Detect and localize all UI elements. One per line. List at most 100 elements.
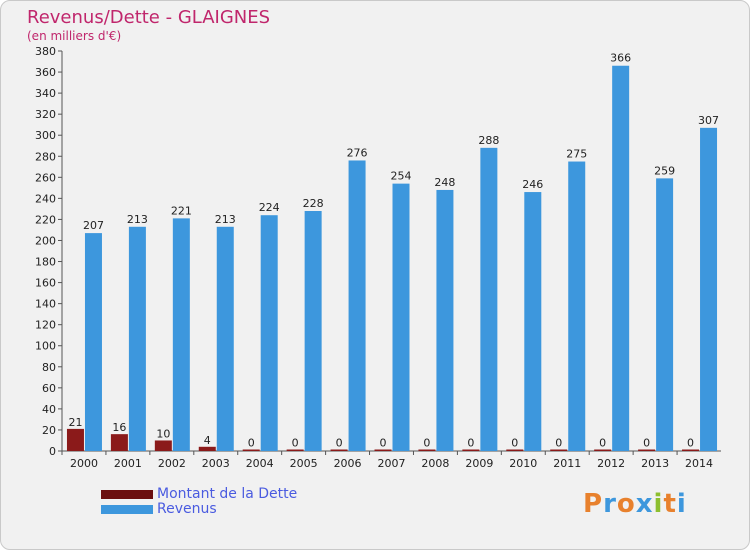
logo-letter: x <box>635 489 654 519</box>
x-tick-label: 2004 <box>246 457 274 470</box>
value-label-dette: 0 <box>423 437 430 450</box>
y-tick-label: 300 <box>35 129 56 142</box>
x-tick-label: 2010 <box>509 457 537 470</box>
bar-dette <box>286 449 304 451</box>
logo-letter: o <box>616 489 636 519</box>
value-label-revenus: 366 <box>610 52 631 65</box>
value-label-revenus: 224 <box>259 201 280 214</box>
y-tick-label: 320 <box>35 108 56 121</box>
y-tick-label: 40 <box>42 403 56 416</box>
y-tick-label: 220 <box>35 213 56 226</box>
bar-revenus <box>480 147 498 451</box>
bar-dette <box>198 446 216 451</box>
bar-revenus <box>612 65 630 451</box>
x-tick-label: 2008 <box>421 457 449 470</box>
bar-dette <box>110 434 128 451</box>
legend-label-revenus: Revenus <box>157 501 217 517</box>
value-label-revenus: 307 <box>698 114 719 127</box>
value-label-revenus: 276 <box>347 146 368 159</box>
bar-dette <box>682 449 700 451</box>
value-label-revenus: 259 <box>654 164 675 177</box>
bar-revenus <box>172 218 190 451</box>
logo-letter: r <box>603 489 617 519</box>
y-tick-label: 260 <box>35 171 56 184</box>
legend-item-revenus: Revenus <box>101 502 217 517</box>
bar-revenus <box>700 127 718 451</box>
bar-dette <box>462 449 480 451</box>
y-axis: 0 20 40 60 80 100 120 140 160 180 200 220 240 260 280 3… <box>35 45 63 458</box>
logo-letter: P <box>583 489 604 519</box>
bar-dette <box>66 428 84 451</box>
x-tick-label: 2014 <box>685 457 713 470</box>
bar-revenus <box>260 215 278 451</box>
bar-dette <box>242 449 260 451</box>
legend-swatch-revenus <box>101 505 153 514</box>
bar-dette <box>594 449 612 451</box>
logo-letter: i <box>676 489 687 519</box>
value-label-dette: 0 <box>599 437 606 450</box>
y-tick-label: 80 <box>42 361 56 374</box>
value-label-revenus: 221 <box>171 204 192 217</box>
bar-revenus <box>128 226 146 451</box>
value-label-revenus: 213 <box>127 213 148 226</box>
y-tick-label: 120 <box>35 319 56 332</box>
value-label-revenus: 213 <box>215 213 236 226</box>
x-tick-label: 2000 <box>70 457 98 470</box>
y-tick-label: 60 <box>42 382 56 395</box>
bars <box>66 65 718 452</box>
legend-label-dette: Montant de la Dette <box>157 486 298 502</box>
logo-letter: i <box>653 489 664 519</box>
bar-dette <box>550 449 568 451</box>
bar-revenus <box>304 211 322 451</box>
value-label-dette: 0 <box>336 437 343 450</box>
bar-revenus <box>568 161 586 452</box>
x-tick-label: 2001 <box>114 457 142 470</box>
bar-dette <box>638 449 656 451</box>
bar-revenus <box>216 226 234 451</box>
y-tick-label: 360 <box>35 66 56 79</box>
value-label-dette: 0 <box>643 437 650 450</box>
value-label-dette: 4 <box>204 434 211 447</box>
chart-subtitle: (en milliers d'€) <box>27 29 122 43</box>
value-label-revenus: 246 <box>522 178 543 191</box>
bar-revenus <box>524 192 542 452</box>
y-tick-label: 380 <box>35 45 56 58</box>
y-tick-label: 20 <box>42 424 56 437</box>
y-tick-label: 160 <box>35 277 56 290</box>
value-label-dette: 21 <box>68 416 82 429</box>
y-tick-label: 240 <box>35 192 56 205</box>
value-label-dette: 10 <box>156 427 170 440</box>
x-tick-label: 2007 <box>378 457 406 470</box>
bar-revenus <box>392 183 410 451</box>
value-label-revenus: 254 <box>391 170 412 183</box>
bar-dette <box>330 449 348 451</box>
value-label-dette: 16 <box>112 421 126 434</box>
bar-revenus <box>656 178 674 452</box>
value-label-dette: 0 <box>467 437 474 450</box>
x-tick-label: 2006 <box>334 457 362 470</box>
y-tick-label: 280 <box>35 150 56 163</box>
value-label-dette: 0 <box>248 437 255 450</box>
value-label-revenus: 288 <box>478 134 499 147</box>
y-tick-label: 180 <box>35 256 56 269</box>
y-tick-label: 100 <box>35 340 56 353</box>
value-label-revenus: 248 <box>434 176 455 189</box>
x-tick-label: 2012 <box>597 457 625 470</box>
bar-revenus <box>84 233 102 451</box>
legend-item-dette: Montant de la Dette <box>101 487 297 502</box>
value-label-dette: 0 <box>687 437 694 450</box>
y-tick-label: 0 <box>49 445 56 458</box>
bar-dette <box>154 440 172 451</box>
value-label-revenus: 207 <box>83 219 104 232</box>
value-label-dette: 0 <box>555 437 562 450</box>
x-axis: 2000 2001 2002 2003 2004 2005 2006 2007 2008 2009… <box>61 450 721 470</box>
y-tick-label: 340 <box>35 87 56 100</box>
x-tick-label: 2013 <box>641 457 669 470</box>
proxiti-logo: Proxiti <box>583 489 687 519</box>
bar-dette <box>506 449 524 451</box>
value-labels: 21 207 16 213 10 221 4 213 0 224 0 228 0 276 0 254 0 248 0… <box>68 52 719 450</box>
chart-title: Revenus/Dette - GLAIGNES <box>27 7 271 28</box>
bar-revenus <box>436 189 454 451</box>
y-tick-label: 140 <box>35 298 56 311</box>
